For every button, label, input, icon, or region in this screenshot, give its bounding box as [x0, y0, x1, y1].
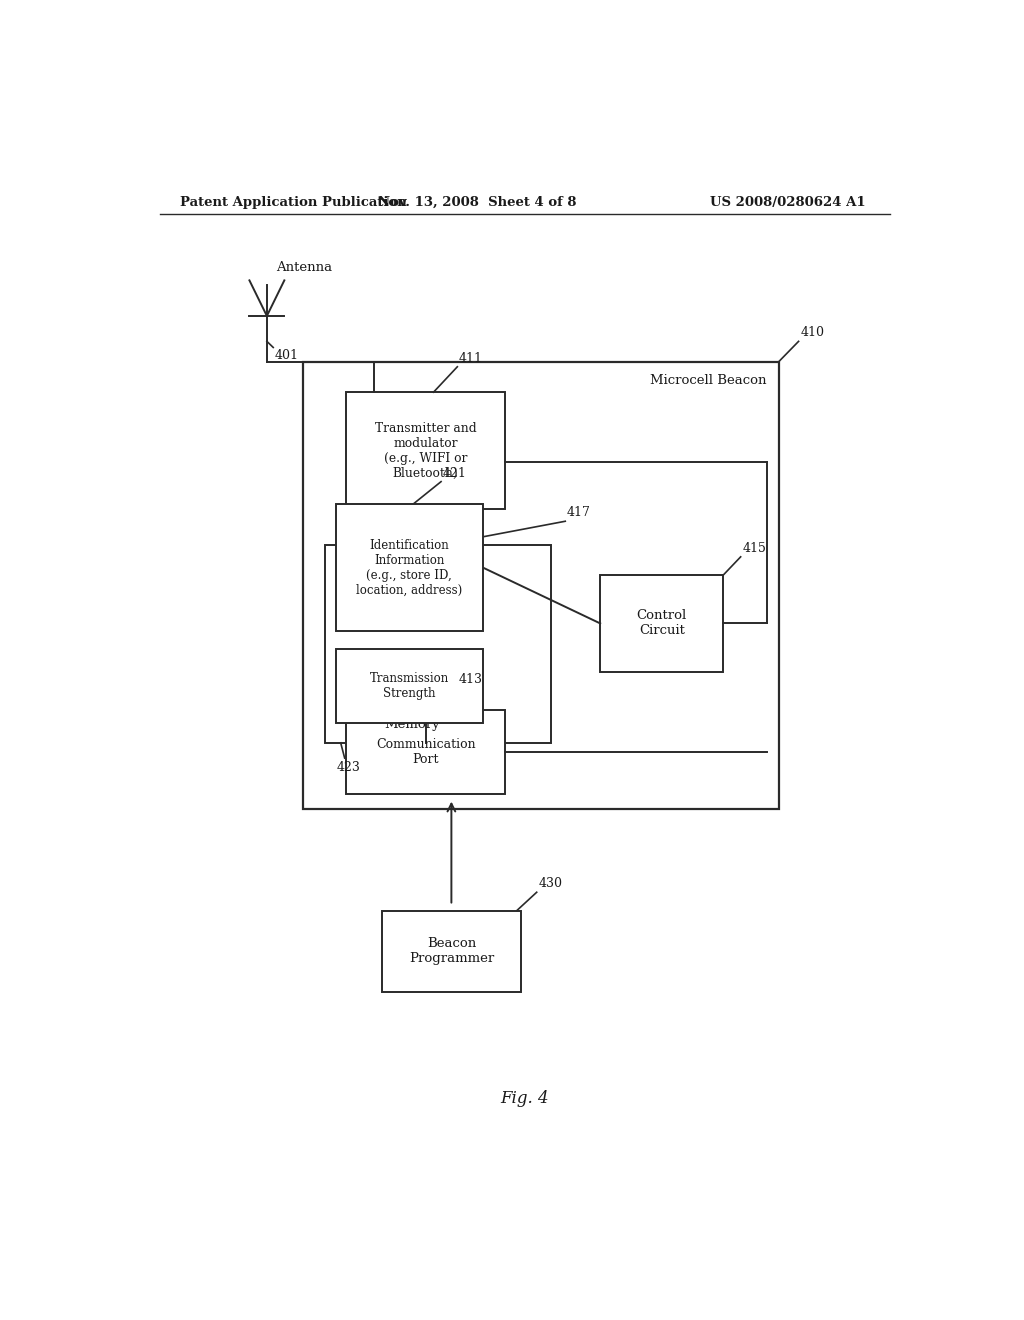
Text: Memory: Memory — [384, 718, 440, 731]
Text: 421: 421 — [442, 466, 467, 479]
Text: Communication
Port: Communication Port — [376, 738, 475, 766]
Text: 410: 410 — [800, 326, 824, 339]
Bar — [336, 504, 482, 631]
Text: 417: 417 — [567, 507, 591, 519]
Text: US 2008/0280624 A1: US 2008/0280624 A1 — [711, 195, 866, 209]
Text: 430: 430 — [539, 878, 562, 890]
Text: Transmitter and
modulator
(e.g., WIFI or
Bluetooth): Transmitter and modulator (e.g., WIFI or… — [375, 421, 476, 479]
Bar — [325, 545, 551, 743]
Bar — [336, 649, 482, 722]
Text: Nov. 13, 2008  Sheet 4 of 8: Nov. 13, 2008 Sheet 4 of 8 — [378, 195, 577, 209]
Text: Patent Application Publication: Patent Application Publication — [179, 195, 407, 209]
Text: Microcell Beacon: Microcell Beacon — [650, 374, 767, 387]
Text: 411: 411 — [459, 351, 483, 364]
Bar — [382, 911, 521, 991]
Text: Identification
Information
(e.g., store ID,
location, address): Identification Information (e.g., store … — [356, 539, 463, 597]
Text: 423: 423 — [337, 762, 360, 774]
Bar — [600, 576, 723, 672]
Text: Antenna: Antenna — [276, 260, 333, 273]
Text: 401: 401 — [274, 350, 299, 363]
Text: 413: 413 — [459, 673, 483, 686]
Text: Transmission
Strength: Transmission Strength — [370, 672, 449, 700]
Bar — [346, 392, 505, 510]
Bar — [303, 362, 778, 809]
Text: Control
Circuit: Control Circuit — [637, 610, 687, 638]
Text: Beacon
Programmer: Beacon Programmer — [409, 937, 494, 965]
Text: 415: 415 — [742, 541, 766, 554]
Text: Fig. 4: Fig. 4 — [501, 1090, 549, 1107]
Bar — [346, 710, 505, 793]
